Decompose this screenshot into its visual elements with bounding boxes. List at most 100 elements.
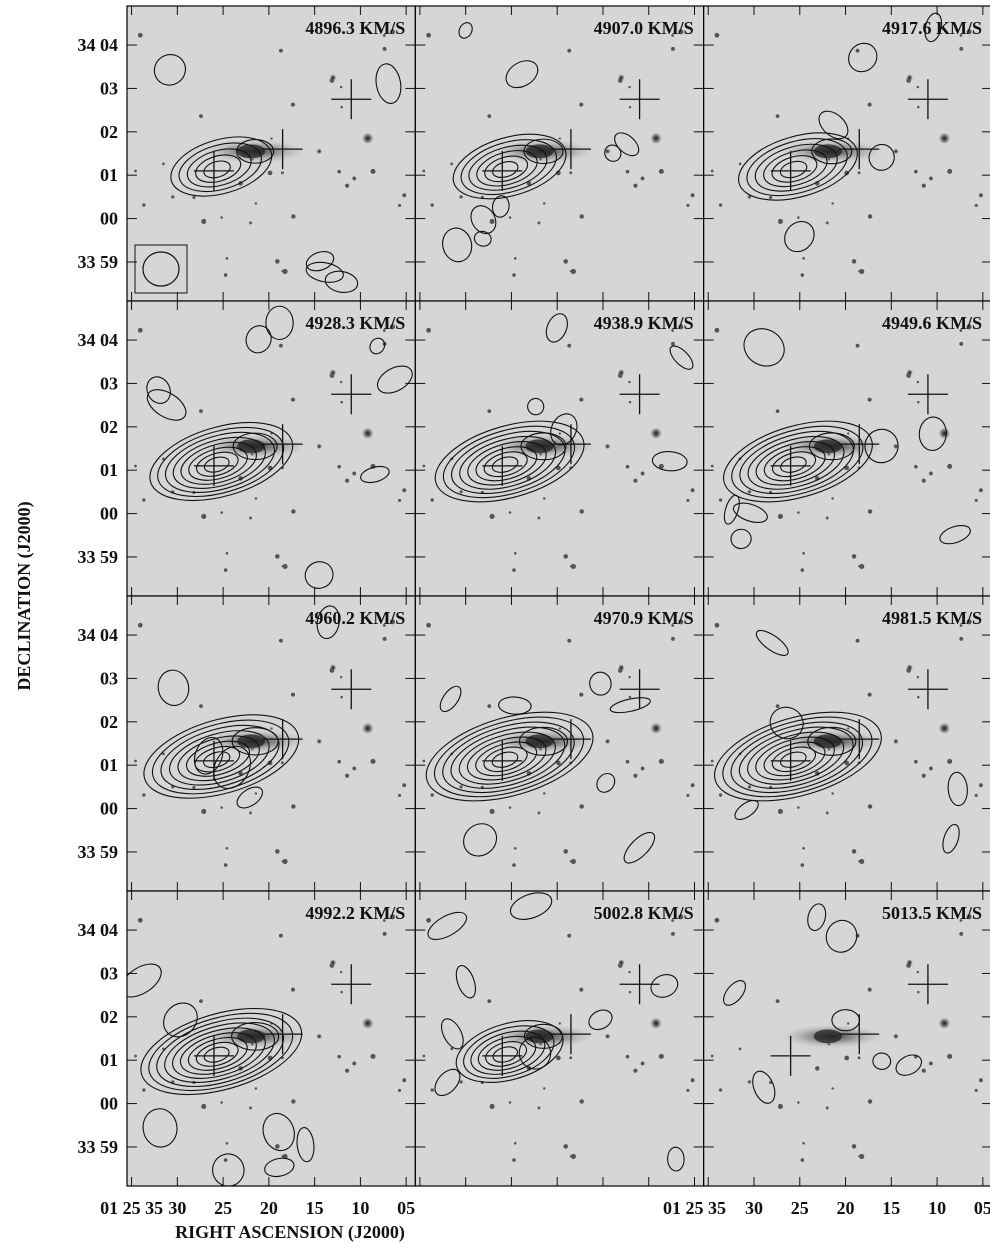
hi-contour xyxy=(463,1025,555,1079)
bright-star xyxy=(746,784,752,790)
hi-contour xyxy=(177,735,260,782)
galaxy-core xyxy=(813,1029,842,1044)
star-point xyxy=(777,513,783,519)
noise-contour xyxy=(650,973,679,998)
star-point xyxy=(513,256,517,260)
star-point xyxy=(579,214,584,219)
bright-star xyxy=(604,148,611,155)
star-point xyxy=(344,478,350,483)
noise-contour xyxy=(730,528,752,550)
hi-contour xyxy=(442,425,576,499)
star-point xyxy=(487,409,492,413)
star-point xyxy=(777,218,783,224)
velocity-label: 4938.9 KM/S xyxy=(594,313,694,333)
star-point xyxy=(162,752,165,756)
hi-contour-ext xyxy=(520,432,567,461)
star-point xyxy=(291,214,296,219)
star-point xyxy=(430,498,434,502)
star-point xyxy=(220,511,223,514)
ytick-label: 00 xyxy=(100,1094,118,1114)
bright-star xyxy=(604,443,611,450)
bright-star xyxy=(536,1105,542,1111)
bright-star xyxy=(892,443,899,450)
noise-contour xyxy=(146,389,187,421)
star-point xyxy=(556,760,561,766)
star-point xyxy=(508,806,512,809)
bright-star xyxy=(825,810,830,816)
star-point xyxy=(199,409,203,413)
star-point xyxy=(775,409,780,413)
noise-contour xyxy=(527,397,545,416)
bright-star xyxy=(361,722,374,735)
star-point xyxy=(633,478,638,483)
hi-contour xyxy=(467,441,547,486)
star-point xyxy=(718,793,723,797)
star-point xyxy=(402,1078,407,1083)
noise-contour xyxy=(868,143,895,171)
star-point xyxy=(137,327,143,333)
star-point xyxy=(397,498,402,502)
star-point xyxy=(800,863,805,867)
star-point xyxy=(797,1101,800,1104)
star-point xyxy=(831,792,834,795)
noise-contour xyxy=(305,261,344,283)
noise-contour xyxy=(589,671,612,696)
beam-box xyxy=(134,244,188,294)
star-point xyxy=(974,1088,978,1092)
star-point xyxy=(917,400,920,404)
star-point xyxy=(225,256,229,260)
bright-star xyxy=(650,1017,663,1030)
star-point xyxy=(563,849,568,854)
bright-star xyxy=(617,959,625,967)
star-point xyxy=(270,137,273,140)
star-point xyxy=(397,1088,402,1092)
star-point xyxy=(628,695,632,699)
star-point xyxy=(690,488,695,493)
ytick-label: 01 xyxy=(100,460,118,480)
star-point xyxy=(844,1055,850,1061)
star-point xyxy=(628,380,631,384)
hi-contour xyxy=(195,154,242,183)
hi-contour xyxy=(433,716,585,798)
hi-contour xyxy=(172,1027,266,1079)
bright-star xyxy=(746,1079,752,1085)
noise-contour xyxy=(212,1153,245,1186)
star-point xyxy=(633,183,638,188)
panel-content xyxy=(415,891,704,1186)
noise-contour xyxy=(470,205,497,235)
star-point xyxy=(352,766,357,771)
star-point xyxy=(337,1054,341,1059)
star-point xyxy=(867,102,872,107)
star-point xyxy=(254,497,258,500)
star-point xyxy=(450,1047,454,1051)
star-point xyxy=(142,1088,146,1092)
hi-contour xyxy=(738,726,854,789)
star-point xyxy=(422,1054,426,1058)
hi-contour xyxy=(203,1046,230,1063)
star-point xyxy=(382,919,386,922)
star-point xyxy=(831,202,834,205)
star-point xyxy=(916,970,920,974)
noise-contour xyxy=(142,1108,178,1148)
hi-contour xyxy=(203,751,231,769)
star-point xyxy=(640,176,645,181)
panel-content xyxy=(415,301,704,596)
noise-contour xyxy=(918,416,947,451)
star-point xyxy=(382,624,386,627)
noise-contour xyxy=(440,1018,464,1050)
star-point xyxy=(192,785,196,790)
star-point xyxy=(556,1055,561,1061)
star-point xyxy=(426,32,431,38)
noise-contour xyxy=(848,42,878,73)
star-point xyxy=(223,863,228,867)
star-point xyxy=(430,203,434,207)
hi-contour-ext xyxy=(807,726,857,756)
hi-contour xyxy=(470,1030,546,1075)
star-point xyxy=(917,695,920,699)
star-point xyxy=(225,1141,229,1145)
xtick-label: 20 xyxy=(837,1198,855,1218)
star-point xyxy=(199,704,203,708)
noise-contour xyxy=(442,227,473,263)
xtick-label: 01 25 35 xyxy=(663,1198,726,1218)
star-point xyxy=(278,343,283,348)
